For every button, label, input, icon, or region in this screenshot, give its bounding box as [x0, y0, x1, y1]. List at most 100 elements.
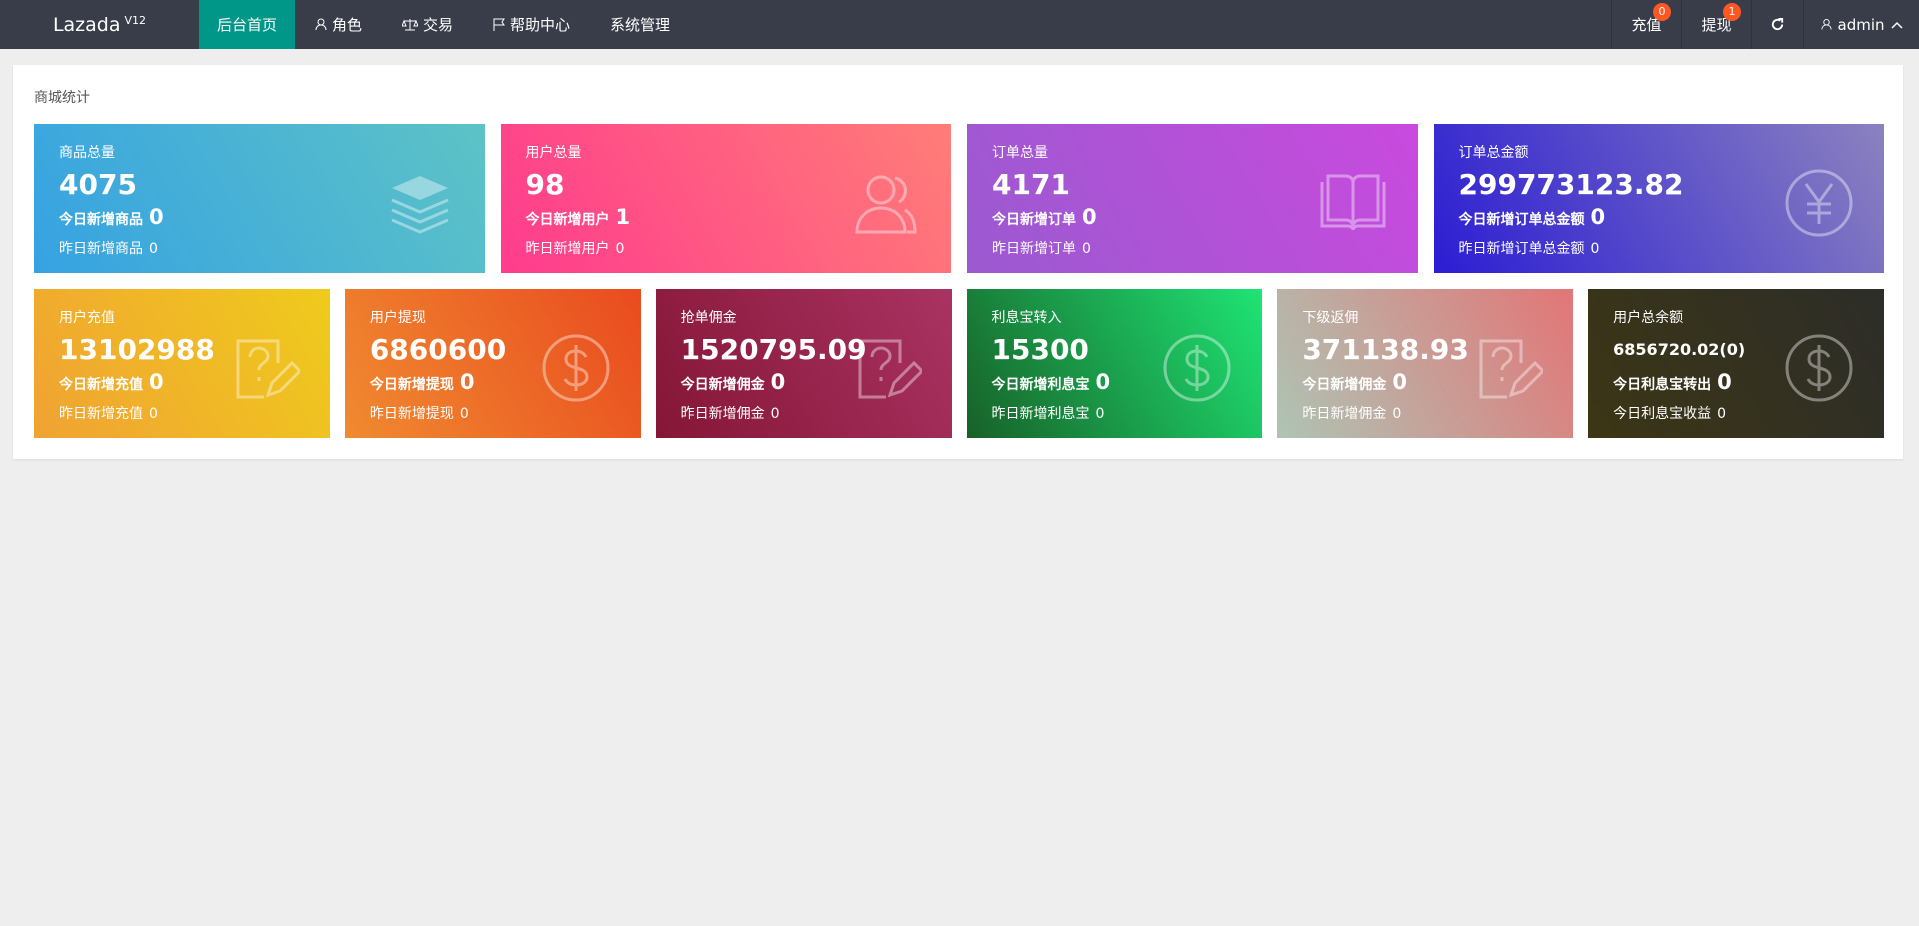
stat-card: 订单总量 4171 今日新增订单 0 昨日新增订单 0	[967, 124, 1418, 273]
today-label: 今日新增佣金	[1302, 377, 1387, 393]
card-row: 用户充值 13102988 今日新增充值 0 昨日新增充值 0 用户提现 6860600 今日新…	[34, 289, 1884, 438]
nav-item[interactable]: 帮助中心	[473, 0, 590, 49]
stat-card: 用户充值 13102988 今日新增充值 0 昨日新增充值 0	[34, 289, 330, 438]
today-line: 今日利息宝转出 0	[1613, 367, 1859, 400]
today-value: 0	[1392, 370, 1407, 394]
icon	[315, 18, 327, 31]
card-icon	[542, 334, 610, 402]
today-value: 0	[459, 370, 475, 394]
today-line: 今日新增用户 1	[526, 202, 927, 235]
yesterday-value: 0	[1082, 241, 1091, 257]
today-value: 0	[1717, 370, 1732, 394]
user-menu[interactable]: admin	[1803, 0, 1919, 49]
stat-card: 订单总金额 299773123.82 今日新增订单总金额 0 昨日新增订单总金额 0	[1433, 124, 1884, 273]
yesterday-value: 0	[459, 406, 469, 422]
card-value: 371138.93	[1302, 333, 1469, 366]
yesterday-line: 昨日新增利息宝 0	[992, 400, 1238, 428]
card-value: 6860600	[369, 333, 507, 366]
today-line: 今日新增订单 0	[992, 202, 1393, 235]
today-value: 1	[615, 205, 631, 229]
card-title: 订单总量	[992, 145, 1048, 161]
card-value: 4171	[992, 168, 1070, 201]
card-title: 利息宝转入	[991, 310, 1062, 326]
card-value: 15300	[991, 333, 1089, 366]
yesterday-label: 昨日新增订单总金额	[1458, 241, 1585, 257]
nav-item[interactable]: 角色	[295, 0, 382, 49]
today-line: 今日新增订单总金额 0	[1459, 202, 1860, 235]
card-row: 商品总量 4075 今日新增商品 0 昨日新增商品 0 用户总量 98 今日新增用户 1 昨日新增用…	[34, 124, 1884, 273]
icon	[1771, 17, 1784, 31]
refresh-button[interactable]	[1751, 0, 1803, 49]
card-icon	[1785, 169, 1853, 237]
today-label: 今日新增商品	[59, 212, 143, 228]
today-value: 0	[1082, 205, 1097, 229]
today-value: 0	[149, 370, 164, 394]
yesterday-line: 昨日新增订单总金额 0	[1459, 235, 1860, 263]
today-value: 0	[770, 370, 786, 394]
yesterday-line: 昨日新增商品 0	[59, 235, 460, 263]
stats-panel: 商城统计 商品总量 4075 今日新增商品 0 昨日新增商品 0 用户总量 98 今日新增用户 1…	[13, 65, 1903, 459]
yesterday-label: 昨日新增佣金	[1302, 406, 1387, 422]
card-title: 商品总量	[59, 145, 115, 161]
yesterday-label: 昨日新增商品	[59, 241, 143, 257]
nav-item[interactable]: 交易	[382, 0, 473, 49]
stat-card: 下级返佣 371138.93 今日新增佣金 0 昨日新增佣金 0	[1277, 289, 1574, 438]
label: 提现	[1701, 16, 1732, 34]
yesterday-value: 0	[615, 241, 625, 257]
stat-card: 用户总余额 6856720.02(0) 今日利息宝转出 0 今日利息宝收益 0	[1588, 289, 1884, 438]
yesterday-value: 0	[1392, 406, 1402, 422]
card-value: 299773123.82	[1458, 168, 1684, 201]
withdraw-button[interactable]: 提现 1	[1681, 0, 1751, 49]
yesterday-line: 昨日新增用户 0	[526, 235, 927, 263]
today-value: 0	[149, 205, 164, 229]
icon	[493, 18, 505, 31]
card-title: 订单总金额	[1458, 145, 1529, 161]
today-line: 今日新增佣金 0	[1302, 367, 1548, 400]
today-value: 0	[1590, 205, 1606, 229]
card-title: 用户总余额	[1613, 310, 1684, 326]
yesterday-value: 0	[149, 406, 158, 422]
yesterday-line: 昨日新增订单 0	[992, 235, 1393, 263]
recharge-button[interactable]: 充值 0	[1611, 0, 1681, 49]
badge: 0	[1653, 3, 1671, 21]
today-label: 今日利息宝转出	[1613, 377, 1712, 393]
stat-card: 利息宝转入 15300 今日新增利息宝 0 昨日新增利息宝 0	[966, 289, 1263, 438]
stat-card: 抢单佣金 1520795.09 今日新增佣金 0 昨日新增佣金 0	[655, 289, 952, 438]
today-value: 0	[1095, 370, 1111, 394]
nav-item[interactable]: 系统管理	[610, 16, 671, 34]
icon	[1890, 21, 1903, 29]
nav-item[interactable]: 后台首页	[199, 0, 295, 49]
yesterday-line: 昨日新增佣金 0	[681, 400, 927, 428]
card-icon	[1785, 334, 1853, 402]
today-line: 今日新增商品 0	[59, 202, 460, 235]
yesterday-label: 今日利息宝收益	[1613, 406, 1712, 422]
card-title: 用户充值	[59, 310, 115, 326]
stat-card: 商品总量 4075 今日新增商品 0 昨日新增商品 0	[34, 124, 485, 273]
today-line: 今日新增充值 0	[59, 367, 305, 400]
today-label: 今日新增利息宝	[991, 377, 1090, 393]
yesterday-label: 昨日新增提现	[369, 406, 454, 422]
yesterday-label: 昨日新增用户	[525, 241, 610, 257]
nav-label: 帮助中心	[510, 16, 571, 34]
label: 充值	[1631, 16, 1662, 34]
top-nav: Lazada V12 后台首页 角色 交易 帮助中心 系统管理 充值 0 提现 1 a…	[0, 0, 1919, 49]
today-line: 今日新增利息宝 0	[992, 367, 1238, 400]
yesterday-line: 今日利息宝收益 0	[1613, 400, 1859, 428]
today-label: 今日新增充值	[59, 377, 143, 393]
card-value: 6856720.02(0)	[1613, 340, 1746, 359]
card-value: 13102988	[59, 333, 215, 366]
stat-card: 用户总量 98 今日新增用户 1 昨日新增用户 0	[500, 124, 951, 273]
logo[interactable]: Lazada V12	[0, 0, 199, 49]
yesterday-label: 昨日新增利息宝	[991, 406, 1090, 422]
card-value: 1520795.09	[680, 333, 867, 366]
yesterday-value: 0	[1590, 241, 1600, 257]
yesterday-value: 0	[149, 241, 158, 257]
icon	[1820, 19, 1832, 30]
today-label: 今日新增佣金	[680, 377, 765, 393]
card-icon	[236, 339, 300, 399]
yesterday-label: 昨日新增佣金	[680, 406, 765, 422]
today-label: 今日新增订单	[992, 212, 1076, 228]
card-title: 下级返佣	[1302, 310, 1359, 326]
stat-card: 用户提现 6860600 今日新增提现 0 昨日新增提现 0	[344, 289, 641, 438]
